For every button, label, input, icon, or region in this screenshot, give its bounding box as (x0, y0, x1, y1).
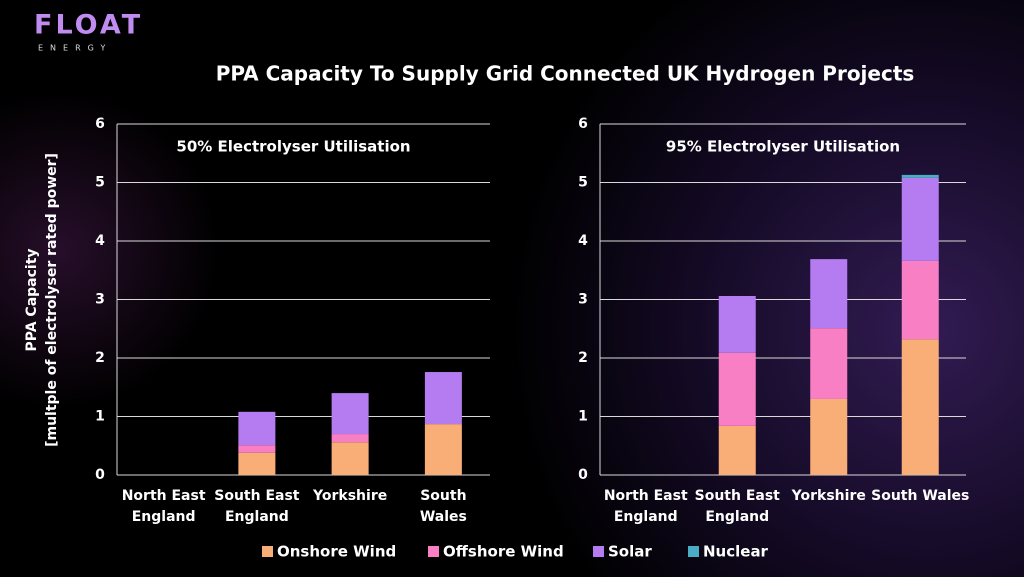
x-tick-label: South East England (214, 488, 300, 525)
y-tick-label: 1 (95, 409, 105, 425)
logo-tagline: ENERGY (38, 44, 112, 53)
bar-segment (901, 177, 939, 261)
bar-segment (810, 398, 848, 475)
logo-name: FLOAT (34, 10, 143, 41)
main-title: PPA Capacity To Supply Grid Connected UK… (216, 62, 915, 86)
legend-swatch (688, 546, 699, 557)
legend-label: Nuclear (703, 543, 769, 561)
x-tick-label: South Wales (871, 488, 970, 504)
bar-segment (718, 352, 756, 426)
bar-segment (901, 174, 939, 178)
y-tick-label: 6 (95, 116, 105, 132)
x-tick-label: Yorkshire (313, 488, 388, 504)
legend-swatch (593, 546, 604, 557)
y-tick-label: 4 (578, 233, 588, 249)
chart-subtitle: 95% Electrolyser Utilisation (666, 138, 900, 156)
y-axis-label: [multple of electrolyser rated power] (44, 153, 60, 447)
legend-label: Onshore Wind (277, 543, 396, 561)
bar-segment (238, 445, 276, 453)
legend-label: Offshore Wind (443, 543, 564, 561)
bar-segment (424, 372, 462, 425)
y-tick-label: 3 (95, 292, 105, 308)
y-tick-label: 5 (95, 175, 105, 191)
bar-segment (238, 411, 276, 446)
bar-segment (901, 339, 939, 475)
y-tick-label: 2 (95, 350, 105, 366)
bar-segment (238, 452, 276, 475)
y-tick-label: 5 (578, 175, 588, 191)
legend-swatch (428, 546, 439, 557)
y-tick-label: 6 (578, 116, 588, 132)
x-tick-label: North East England (121, 488, 206, 525)
bar-segment (331, 442, 369, 475)
y-tick-label: 2 (578, 350, 588, 366)
bar-segment (331, 393, 369, 435)
x-tick-label: South Wales (419, 488, 467, 525)
bar-segment (901, 260, 939, 340)
y-tick-label: 0 (95, 467, 105, 483)
bar-segment (331, 434, 369, 443)
x-tick-label: Yorkshire (791, 488, 866, 504)
x-tick-label: North East England (603, 488, 688, 525)
x-tick-label: South East England (694, 488, 780, 525)
bar-segment (810, 328, 848, 399)
chart-subtitle: 50% Electrolyser Utilisation (176, 138, 410, 156)
y-tick-label: 3 (578, 292, 588, 308)
bar-segment (718, 425, 756, 475)
y-tick-label: 0 (578, 467, 588, 483)
bar-segment (424, 424, 462, 475)
y-tick-label: 4 (95, 233, 105, 249)
bar-segment (810, 259, 848, 329)
legend-swatch (262, 546, 273, 557)
legend-label: Solar (608, 543, 652, 561)
y-tick-label: 1 (578, 409, 588, 425)
y-axis-label: PPA Capacity (24, 248, 40, 351)
bar-segment (718, 295, 756, 353)
